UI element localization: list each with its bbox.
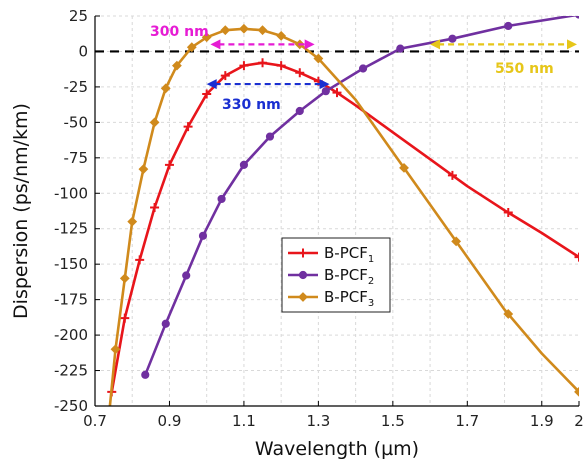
y-tick-label: -225 [54,362,88,380]
x-tick-label: 0.9 [158,412,182,430]
y-tick-label: -50 [64,113,89,131]
y-tick-label: -250 [54,397,88,415]
annotation-label: 550 nm [495,61,554,77]
legend-label: B-PCF3 [324,288,374,309]
series-1-point [120,314,129,323]
x-tick-label: 1.7 [455,412,479,430]
series-2-point [296,107,303,114]
x-tick-label: 1.3 [306,412,330,430]
annotation-2: 330 nm [207,79,330,113]
y-tick-label: 25 [69,7,88,25]
series-2-point [449,35,456,42]
series-3-point [121,274,129,282]
series-3-point [277,32,285,40]
series-2-point [322,88,329,95]
y-tick-label: -25 [64,78,89,96]
x-tick-label: 1.5 [381,412,405,430]
series-2-point [575,11,582,18]
series-2-point [218,195,225,202]
series-1-point [150,203,159,212]
y-tick-label: -125 [54,220,88,238]
series-3-point [150,118,158,126]
series-1-point [239,61,248,70]
y-axis-title: Dispersion (ps/nm/km) [10,103,32,319]
annotation-label: 330 nm [222,97,281,113]
series-1-point [258,58,267,67]
series-1-line [112,63,579,392]
annotation-label: 300 nm [150,24,209,40]
y-tick-label: -175 [54,291,88,309]
series-2-point [199,232,206,239]
series-2-point [142,371,149,378]
legend-subscript: 3 [368,298,374,309]
annotation-arrowhead-left [210,39,220,49]
series-1 [107,58,583,396]
series-3-line [110,29,579,406]
series-3-point [258,26,266,34]
annotation-1: 300 nm [150,24,315,49]
y-tick-label: -75 [64,149,89,167]
y-tick-label: 0 [78,42,88,60]
series-2-point [397,45,404,52]
x-tick-label: 1.1 [232,412,256,430]
series-3-point [240,25,248,33]
series-3-point [139,165,147,173]
y-tick-label: -200 [54,326,88,344]
legend-subscript: 1 [368,254,374,265]
series-1-point [295,68,304,77]
legend-subscript: 2 [368,276,374,287]
legend-swatch-marker [299,271,306,278]
series-2-point [266,133,273,140]
series-2-point [183,272,190,279]
annotation-arrowhead-right [305,39,315,49]
x-tick-label: 1.9 [530,412,554,430]
series-2-point [240,161,247,168]
series-3-point [221,26,229,34]
legend-label: B-PCF2 [324,266,374,287]
x-axis-title: Wavelength (µm) [255,438,419,460]
legend-label: B-PCF1 [324,244,374,265]
annotation-3: 550 nm [430,39,577,77]
annotation-arrowhead-right [567,39,577,49]
series-3-point [162,84,170,92]
y-tick-label: -100 [54,184,88,202]
series-2-point [505,22,512,29]
series-1-point [277,61,286,70]
series-1-point [135,255,144,264]
series-2-point [162,320,169,327]
y-tick-label: -150 [54,255,88,273]
x-tick-label: 2 [574,412,583,430]
series-3-point [128,217,136,225]
series-1-point [165,160,174,169]
series-2-point [359,65,366,72]
